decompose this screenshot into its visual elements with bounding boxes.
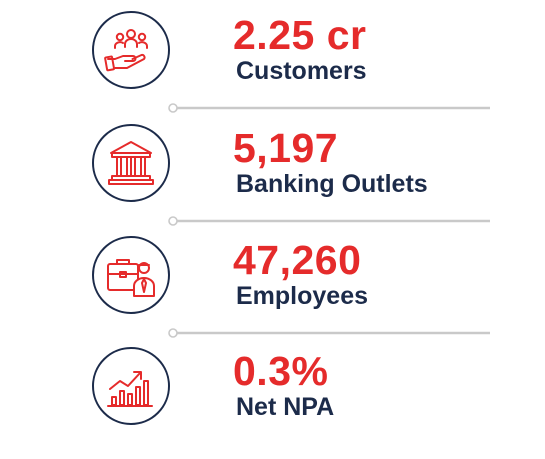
stat-label: Employees [236, 282, 369, 310]
stat-banking-outlets: 5,197 Banking Outlets [0, 124, 545, 236]
growth-chart-icon [92, 347, 170, 425]
connector-line [168, 103, 490, 113]
stat-value: 0.3% [233, 348, 329, 394]
employee-briefcase-icon [92, 236, 170, 314]
customers-hand-icon [92, 11, 170, 89]
stat-net-npa: 0.3% Net NPA [0, 347, 545, 459]
stat-label: Customers [236, 57, 367, 85]
stat-value: 2.25 cr [233, 12, 367, 58]
stat-label: Banking Outlets [236, 170, 428, 198]
stat-employees: 47,260 Employees [0, 236, 545, 348]
stat-customers: 2.25 cr Customers [0, 11, 545, 123]
bank-building-icon [92, 124, 170, 202]
stat-label: Net NPA [236, 393, 335, 421]
connector-line [168, 328, 490, 338]
stat-value: 5,197 [233, 125, 339, 171]
connector-line [168, 216, 490, 226]
stat-value: 47,260 [233, 237, 362, 283]
